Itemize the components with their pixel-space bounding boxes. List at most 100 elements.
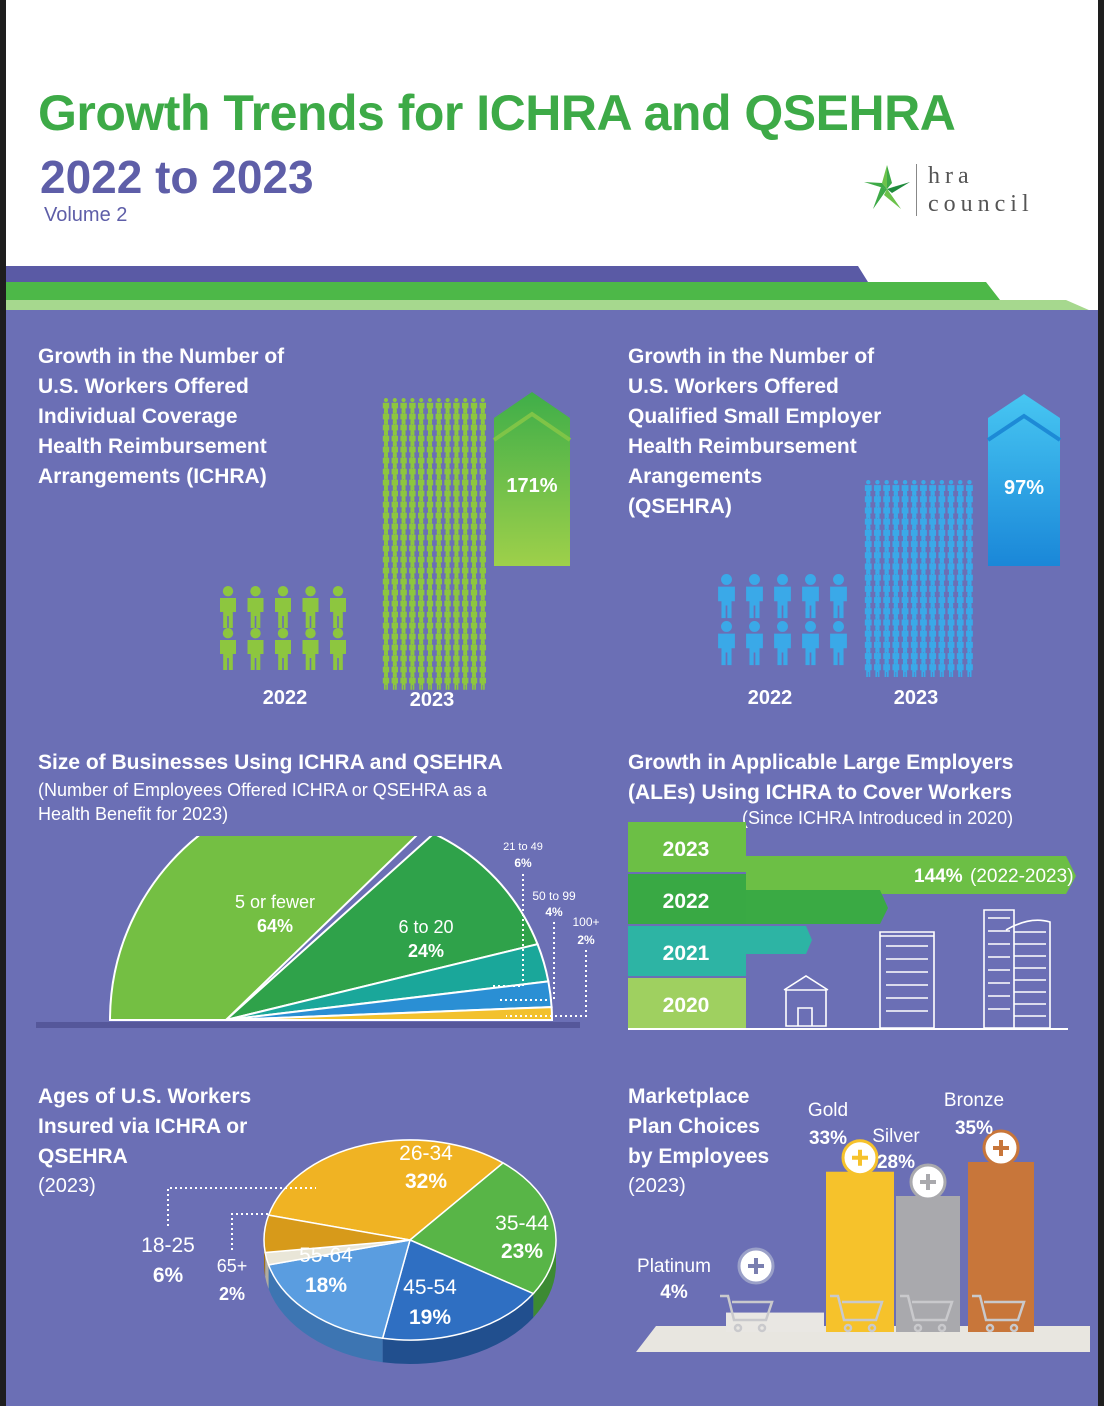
volume-label: Volume 2 — [44, 204, 128, 226]
year-label-2023: 2023 — [410, 689, 455, 711]
slice-label-50-to-99: 50 to 99 — [532, 889, 576, 903]
slice-55-64 — [267, 1239, 412, 1340]
slice-26-34 — [267, 1139, 505, 1241]
business-size-subtitle: (Number of Employees Offered ICHRA or QS… — [38, 778, 487, 826]
growth-arrow-qsehra — [988, 394, 1060, 566]
marketplace-title: Marketplace Plan Choices by Employees — [628, 1082, 769, 1172]
ichra-title-line-4: Health Reimbursement — [38, 435, 267, 458]
plan-value-Bronze: 35% — [955, 1118, 993, 1139]
qsehra-title-line-3: Qualified Small Employer — [628, 405, 882, 428]
building-tall-icon — [983, 909, 1051, 1029]
frame-right-border — [1098, 0, 1104, 1406]
ale-year-block-2023 — [628, 822, 746, 872]
age-label-55-64: 55-64 — [299, 1244, 353, 1267]
ichra-growth-title: Growth in the Number of U.S. Workers Off… — [38, 342, 284, 492]
ale-year-label-2021: 2021 — [663, 942, 710, 965]
ale-bar-2021 — [746, 926, 812, 954]
ale-year-block-2022 — [628, 874, 746, 924]
ichra-title-line-5: Arrangements (ICHRA) — [38, 465, 267, 488]
qsehra-title-line-6: (QSEHRA) — [628, 495, 732, 518]
slice-value-5-or-fewer: 64% — [257, 916, 293, 936]
age-value-26-34: 32% — [405, 1170, 447, 1193]
qsehra-title-line-5: Arangements — [628, 465, 763, 488]
plan-label-Platinum: Platinum — [637, 1256, 711, 1277]
logo-divider — [916, 164, 917, 216]
business-size-chart: 5 or fewer 64% 6 to 20 24% 21 to 49 6% 50 to 9… — [36, 836, 600, 1028]
ages-year: (2023) — [38, 1175, 96, 1197]
age-value-45-54: 19% — [409, 1306, 451, 1329]
leader-50-to-99 — [500, 922, 555, 1001]
star-icon — [864, 165, 910, 209]
ale-year-label-2020: 2020 — [663, 994, 710, 1017]
ale-ground-line — [628, 1028, 1068, 1030]
building-small-icon — [783, 975, 829, 1027]
slice-35-44 — [408, 1162, 557, 1295]
ales-title: Growth in Applicable Large Employers (AL… — [628, 748, 1013, 808]
ichra-title-line-3: Individual Coverage — [38, 405, 238, 428]
plan-column-Gold — [826, 1171, 894, 1332]
ground-line — [36, 1022, 580, 1028]
ale-bar-2023 — [746, 856, 1076, 894]
ales-title-line-2: (ALEs) Using ICHRA to Cover Workers — [628, 781, 1012, 804]
ages-title-line-2: Insured via ICHRA or — [38, 1115, 248, 1138]
age-label-18-25: 18-25 — [141, 1234, 195, 1257]
logo-line-hra: hra — [928, 163, 974, 189]
plan-column-Silver — [896, 1196, 960, 1332]
ale-year-block-2021 — [628, 926, 746, 976]
slice-label-100-plus: 100+ — [572, 915, 599, 929]
frame-left-border — [0, 0, 6, 1406]
slice-6-to-20 — [225, 836, 539, 1021]
marketplace-title-line-1: Marketplace — [628, 1085, 750, 1108]
cart-icon-Silver — [900, 1294, 954, 1333]
ages-title-line-3: QSEHRA — [38, 1145, 128, 1168]
ale-year-label-2023: 2023 — [663, 838, 710, 861]
ages-title-line-1: Ages of U.S. Workers — [38, 1085, 252, 1108]
plan-value-Platinum: 4% — [660, 1282, 688, 1303]
leader-65-plus — [231, 1213, 270, 1250]
plan-label-Gold: Gold — [808, 1100, 848, 1121]
business-sub-line-1: (Number of Employees Offered ICHRA or QS… — [38, 780, 487, 800]
slice-value-21-to-49: 6% — [514, 856, 532, 870]
business-size-title: Size of Businesses Using ICHRA and QSEHR… — [38, 751, 503, 774]
ichra-growth-chart: 2022 2023 171% — [220, 392, 572, 711]
logo-text: hra council — [928, 162, 1034, 218]
plan-label-Bronze: Bronze — [944, 1090, 1004, 1111]
age-value-35-44: 23% — [501, 1240, 543, 1263]
ages-title: Ages of U.S. Workers Insured via ICHRA o… — [38, 1082, 251, 1172]
slice-wall-55-64 — [268, 1264, 383, 1363]
age-value-65-plus: 2% — [219, 1284, 245, 1304]
marketplace-year: (2023) — [628, 1175, 686, 1197]
cart-icon-Bronze — [972, 1294, 1026, 1333]
leader-21-to-49 — [492, 874, 524, 987]
qsehra-title-line-1: Growth in the Number of — [628, 345, 875, 368]
logo-line-council: council — [928, 191, 1034, 217]
growth-arrow-ichra — [494, 392, 570, 566]
ichra-title-line-1: Growth in the Number of — [38, 345, 285, 368]
marketplace-chart: Platinum 4% Gold 33% Silver 28% Bronze 35% — [636, 1090, 1090, 1352]
slice-wall-65+ — [265, 1252, 269, 1289]
age-label-65-plus: 65+ — [217, 1256, 248, 1276]
slice-label-5-or-fewer: 5 or fewer — [235, 892, 315, 912]
slice-18-25 — [263, 1214, 411, 1254]
business-sub-line-2: Health Benefit for 2023) — [38, 804, 229, 824]
ale-growth-value: 144% — [914, 866, 963, 887]
age-label-35-44: 35-44 — [495, 1212, 549, 1235]
ales-chart: 2023 2022 2021 2020 144% (2022-2023) — [628, 822, 1076, 1030]
ale-year-label-2022: 2022 — [663, 890, 710, 913]
slice-45-54 — [381, 1238, 535, 1341]
slice-value-100-plus: 2% — [577, 933, 595, 947]
building-mid-icon — [879, 931, 935, 1029]
ales-subtitle: (Since ICHRA Introduced in 2020) — [742, 808, 1014, 828]
slice-value-6-to-20: 24% — [408, 941, 444, 961]
leader-100-plus — [506, 950, 587, 1017]
people-2022 — [718, 574, 847, 666]
marketplace-platform — [636, 1326, 1090, 1352]
ale-bar-2022 — [746, 890, 888, 924]
slice-label-6-to-20: 6 to 20 — [398, 917, 453, 937]
cart-icon-Platinum — [720, 1294, 774, 1333]
people-2023 — [382, 398, 486, 690]
slice-label-21-to-49: 21 to 49 — [503, 841, 543, 853]
marketplace-title-line-3: by Employees — [628, 1145, 770, 1168]
age-value-18-25: 6% — [153, 1264, 184, 1287]
slice-100- — [225, 1006, 554, 1021]
